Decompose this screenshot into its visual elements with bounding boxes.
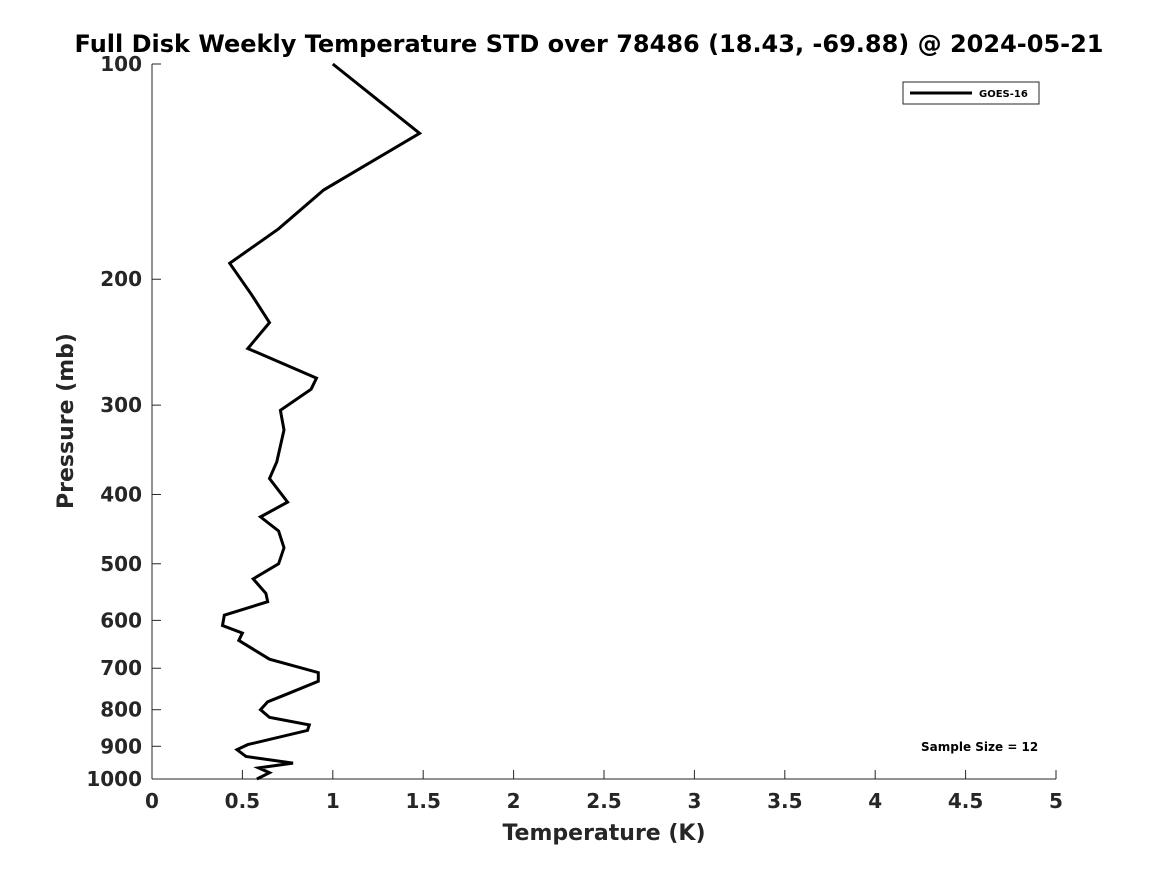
x-tick-label: 0.5: [225, 789, 260, 813]
x-axis-label: Temperature (K): [502, 821, 705, 846]
y-tick-label: 900: [100, 734, 142, 758]
y-axis-label: Pressure (mb): [54, 333, 79, 509]
chart-title: Full Disk Weekly Temperature STD over 78…: [75, 30, 1104, 58]
x-ticks: 0 0.5 1 1.5 2 2.5 3 3.5 4 4.5 5: [145, 770, 1063, 813]
legend: GOES-16: [902, 81, 1040, 105]
y-tick-label: 400: [100, 482, 142, 506]
y-tick-label: 800: [100, 698, 142, 722]
y-tick-label: 600: [100, 608, 142, 632]
x-tick-label: 4.5: [948, 789, 983, 813]
x-tick-label: 5: [1049, 789, 1063, 813]
sample-size-annotation: Sample Size = 12: [921, 740, 1038, 754]
x-tick-label: 1.5: [405, 789, 440, 813]
x-tick-label: 0: [145, 789, 159, 813]
y-tick-label: 500: [100, 552, 142, 576]
y-ticks: 100 200 300 400 500 600 700 800 900 1000: [86, 52, 161, 791]
legend-label-goes16: GOES-16: [979, 89, 1028, 100]
y-tick-label: 300: [100, 393, 142, 417]
y-tick-label: 200: [100, 267, 142, 291]
series-layer: [220, 62, 423, 781]
x-tick-label: 2: [507, 789, 521, 813]
series-line-goes16: [220, 62, 423, 781]
y-tick-label: 700: [100, 656, 142, 680]
x-tick-label: 1: [326, 789, 340, 813]
plot-area: 0 0.5 1 1.5 2 2.5 3 3.5 4 4.5 5 100 200 300 400 500 600…: [86, 52, 1063, 813]
y-tick-label: 100: [100, 52, 142, 76]
y-tick-label: 1000: [86, 767, 142, 791]
x-tick-label: 4: [868, 789, 882, 813]
x-tick-label: 3: [687, 789, 701, 813]
x-tick-label: 3.5: [767, 789, 802, 813]
x-tick-label: 2.5: [586, 789, 621, 813]
